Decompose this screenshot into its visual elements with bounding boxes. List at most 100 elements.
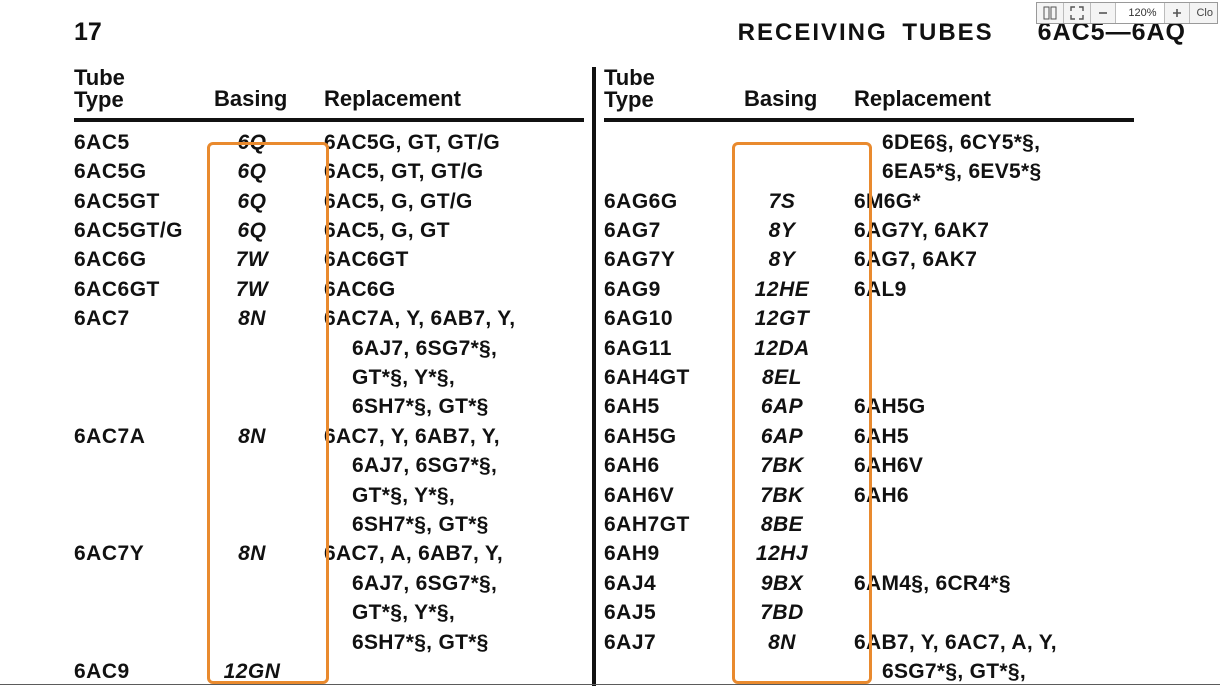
cell-replacement: 6AB7, Y, 6AC7, A, Y,6SG7*§, GT*§, [854,628,1134,687]
cell-basing: 8N [214,539,324,568]
cell-replacement: 6DE6§, 6CY5*§,6EA5*§, 6EV5*§ [854,128,1134,187]
zoom-out-button[interactable] [1091,3,1115,23]
table-row: 6AH912HJ [604,539,1134,568]
cell-basing: 8N [214,304,324,333]
page-number: 17 [74,18,102,47]
table-row: 6AC7A8N6AC7, Y, 6AB7, Y,6AJ7, 6SG7*§,GT*… [74,422,584,540]
cell-replacement: 6M6G* [854,187,1134,216]
right-column: TubeType Basing Replacement 6DE6§, 6CY5*… [604,67,1134,686]
cell-basing: 12HE [744,275,854,304]
left-column: TubeType Basing Replacement 6AC56Q6AC5G,… [74,67,584,686]
cell-replacement: 6AC5, G, GT [324,216,584,245]
fit-page-icon[interactable] [1064,3,1090,23]
table-row: 6AJ78N6AB7, Y, 6AC7, A, Y,6SG7*§, GT*§, [604,628,1134,687]
cell-tube-type: 6AG9 [604,275,744,304]
cell-tube-type: 6AH5 [604,392,744,421]
cell-basing: 6Q [214,187,324,216]
table-row: 6AC5GT/G6Q6AC5, G, GT [74,216,584,245]
zoom-value[interactable]: 120% [1116,3,1164,23]
table-row: 6AC6GT7W6AC6G [74,275,584,304]
cell-basing: 8EL [744,363,854,392]
table-row: 6AG912HE6AL9 [604,275,1134,304]
right-column-header: TubeType Basing Replacement [604,67,1134,122]
cell-tube-type: 6AC5GT/G [74,216,214,245]
table-row: 6AC5G6Q6AC5, GT, GT/G [74,157,584,186]
cell-tube-type: 6AC5 [74,128,214,157]
cell-basing: 8N [744,628,854,657]
header-basing: Basing [744,86,854,112]
columns-wrapper: TubeType Basing Replacement 6AC56Q6AC5G,… [74,67,1186,686]
cell-tube-type: 6AG7 [604,216,744,245]
cell-replacement: 6AC6G [324,275,584,304]
table-row: 6AH7GT8BE [604,510,1134,539]
cell-basing: 7BK [744,481,854,510]
viewer-toolbar: 120% Clo [1036,2,1218,24]
close-button[interactable]: Clo [1190,3,1217,23]
cell-basing: 12GT [744,304,854,333]
table-row: 6AG1112DA [604,334,1134,363]
header-replacement: Replacement [854,86,1134,112]
table-row: 6AJ49BX6AM4§, 6CR4*§ [604,569,1134,598]
cell-tube-type: 6AC7Y [74,539,214,568]
table-row: 6AG6G7S6M6G* [604,187,1134,216]
cell-basing: 6Q [214,157,324,186]
cell-tube-type: 6AJ4 [604,569,744,598]
cell-replacement: 6AC7, Y, 6AB7, Y,6AJ7, 6SG7*§,GT*§, Y*§,… [324,422,584,540]
cell-tube-type: 6AH5G [604,422,744,451]
cell-basing: 12HJ [744,539,854,568]
cell-tube-type: 6AC6G [74,245,214,274]
cell-replacement: 6AC5, GT, GT/G [324,157,584,186]
cell-tube-type: 6AC7A [74,422,214,451]
table-row: 6AJ57BD [604,598,1134,627]
cell-basing: 12DA [744,334,854,363]
cell-tube-type: 6AH9 [604,539,744,568]
table-row: 6AC78N6AC7A, Y, 6AB7, Y,6AJ7, 6SG7*§,GT*… [74,304,584,422]
table-row: 6AH56AP6AH5G [604,392,1134,421]
cell-tube-type: 6AH6 [604,451,744,480]
table-row: 6AC6G7W6AC6GT [74,245,584,274]
cell-basing: 7BK [744,451,854,480]
table-row: 6AH67BK6AH6V [604,451,1134,480]
cell-replacement: 6AH6V [854,451,1134,480]
page-layout-icon[interactable] [1037,3,1063,23]
header-tube-type: TubeType [604,67,744,112]
cell-basing: 7BD [744,598,854,627]
cell-basing: 9BX [744,569,854,598]
cell-tube-type: 6AJ5 [604,598,744,627]
right-rows: 6DE6§, 6CY5*§,6EA5*§, 6EV5*§6AG6G7S6M6G*… [604,128,1134,686]
cell-basing: 12GN [214,657,324,686]
cell-tube-type: 6AG6G [604,187,744,216]
header-basing: Basing [214,86,324,112]
cell-replacement: 6AH5G [854,392,1134,421]
header-tube-type: TubeType [74,67,214,112]
table-row: 6AG78Y6AG7Y, 6AK7 [604,216,1134,245]
table-row: 6AG1012GT [604,304,1134,333]
cell-tube-type: 6AG11 [604,334,744,363]
cell-basing: 7W [214,275,324,304]
table-row: 6AG7Y8Y6AG7, 6AK7 [604,245,1134,274]
header-replacement: Replacement [324,86,584,112]
cell-replacement: 6AC6GT [324,245,584,274]
table-row: 6AH6V7BK6AH6 [604,481,1134,510]
page-header-row: 17 RECEIVING TUBES 6AC5—6AQ [74,18,1186,47]
cell-tube-type: 6AC5GT [74,187,214,216]
document-page: 17 RECEIVING TUBES 6AC5—6AQ TubeType Bas… [0,0,1220,686]
table-row: 6AC5GT6Q6AC5, G, GT/G [74,187,584,216]
cell-tube-type: 6AG10 [604,304,744,333]
cell-basing: 6Q [214,216,324,245]
cell-basing: 6Q [214,128,324,157]
cell-replacement: 6AC5, G, GT/G [324,187,584,216]
table-row: 6DE6§, 6CY5*§,6EA5*§, 6EV5*§ [604,128,1134,187]
cell-replacement: 6AM4§, 6CR4*§ [854,569,1134,598]
table-row: 6AC56Q6AC5G, GT, GT/G [74,128,584,157]
cell-basing: 8N [214,422,324,451]
cell-basing: 8BE [744,510,854,539]
cell-basing: 6AP [744,422,854,451]
cell-replacement: 6AC5G, GT, GT/G [324,128,584,157]
left-rows: 6AC56Q6AC5G, GT, GT/G6AC5G6Q6AC5, GT, GT… [74,128,584,686]
cell-tube-type: 6AJ7 [604,628,744,657]
table-row: 6AH4GT8EL [604,363,1134,392]
cell-basing: 7S [744,187,854,216]
cell-tube-type: 6AC7 [74,304,214,333]
zoom-in-button[interactable] [1165,3,1189,23]
